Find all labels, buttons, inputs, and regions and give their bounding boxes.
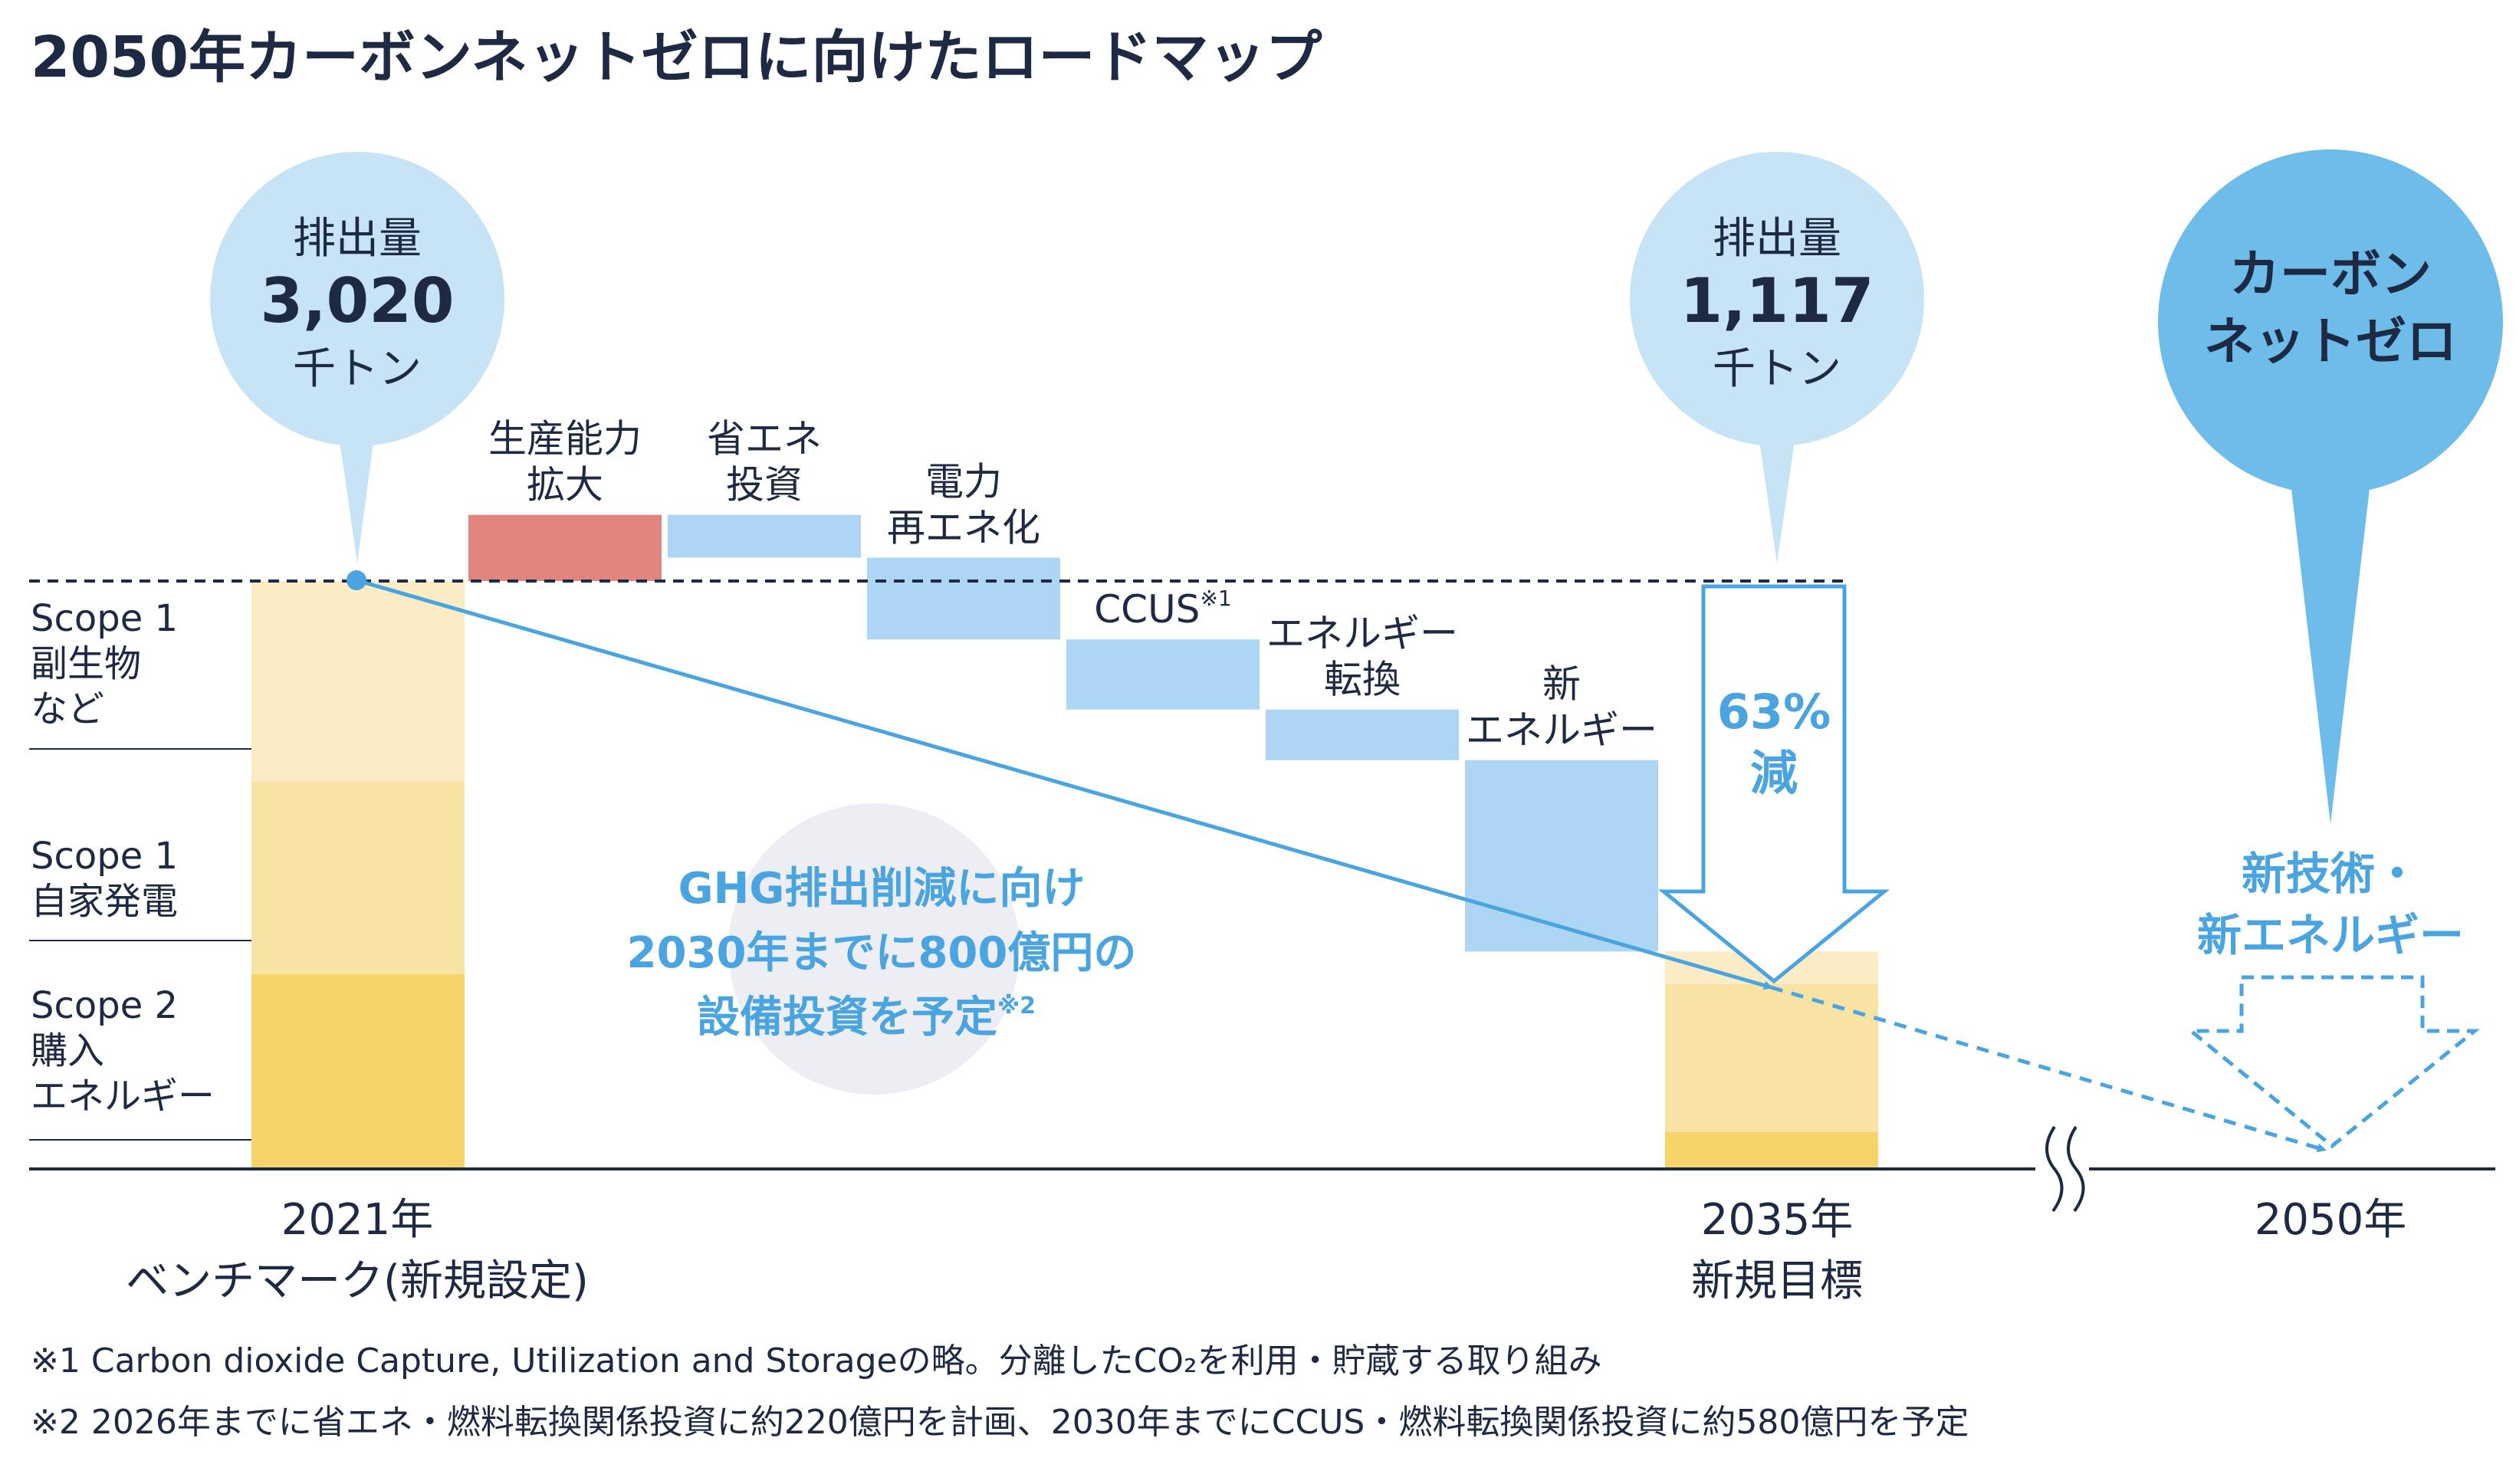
net-zero-line2: ネットゼロ	[2204, 312, 2457, 371]
reduction-label: 減	[1750, 745, 1798, 801]
new-energy-label: 新エネルギー	[2197, 909, 2464, 961]
benchmark-bar-segment	[251, 974, 465, 1169]
benchmark-bar-segment	[251, 581, 465, 782]
x-label-2021: 2021年	[281, 1195, 434, 1245]
step-label: 拡大	[527, 463, 603, 507]
target-2035-bar-segment	[1665, 983, 1878, 1132]
bubble-label: 排出量	[293, 214, 422, 264]
scope-label-byproduct: Scope 1 副生物 など	[31, 597, 189, 731]
waterfall-step-bar	[668, 514, 861, 558]
step-label: 生産能力	[488, 417, 642, 461]
waterfall-step-bar	[867, 557, 1060, 640]
bubble-unit: 千トン	[293, 344, 422, 394]
step-label: CCUS※1	[1094, 586, 1231, 632]
benchmark-bar-segment	[251, 781, 465, 975]
benchmark-point	[347, 570, 366, 590]
emission-bubble-2035	[1630, 152, 1924, 446]
new-technology-label: 新技術・	[2242, 848, 2419, 900]
footnote-1: ※1 Carbon dioxide Capture, Utilization a…	[31, 1341, 1602, 1381]
investment-background-circle	[728, 803, 1020, 1095]
investment-line1: GHG排出削減に向け	[678, 864, 1086, 914]
step-label: エネルギー	[1466, 708, 1657, 753]
reduction-percent: 63%	[1717, 684, 1831, 740]
emission-bubble-2021	[210, 152, 504, 446]
reduction-arrow	[1657, 584, 1890, 984]
waterfall-step-bar	[1465, 760, 1658, 952]
waterfall-step-bar	[468, 514, 662, 581]
net-zero-bubble	[2158, 149, 2503, 494]
x-label-2050: 2050年	[2255, 1195, 2407, 1245]
axis-break-mark	[2067, 1125, 2085, 1213]
scope-label-self-generation: Scope 1 自家発電	[31, 835, 189, 923]
step-label: 再エネ化	[887, 506, 1040, 550]
bubble-value: 1,117	[1680, 265, 1874, 337]
x-label-2035: 2035年	[1701, 1195, 1854, 1245]
trend-line-dashed	[1770, 985, 2327, 1153]
x-label-2021-sub: ベンチマーク(新規設定)	[126, 1256, 589, 1306]
step-label: 投資	[726, 463, 803, 507]
bubble-pointer	[1756, 414, 1798, 563]
target-2035-bar-segment	[1665, 1131, 1878, 1169]
x-label-2035-sub: 新規目標	[1691, 1256, 1863, 1306]
net-zero-dashed-arrow	[2185, 975, 2481, 1149]
investment-line2: 2030年までに800億円の	[627, 928, 1137, 978]
bubble-unit: 千トン	[1713, 344, 1841, 394]
step-label: 電力	[925, 460, 1002, 504]
waterfall-step-bar	[1066, 639, 1260, 710]
net-zero-line1: カーボン	[2229, 245, 2432, 304]
bubble-pointer	[336, 414, 377, 563]
chart-title: 2050年カーボンネットゼロに向けたロードマップ	[31, 25, 1322, 90]
investment-line3: 設備投資を予定※2	[697, 993, 1036, 1042]
bubble-value: 3,020	[260, 265, 454, 337]
step-label: エネルギー	[1266, 612, 1458, 656]
step-label: 省エネ	[707, 417, 822, 461]
step-label: 新	[1542, 662, 1581, 707]
step-label: 転換	[1324, 658, 1401, 702]
footnote-2: ※2 2026年までに省エネ・燃料転換関係投資に約220億円を計画、2030年ま…	[31, 1403, 1969, 1442]
scope-label-purchased-energy: Scope 2 購入 エネルギー	[31, 984, 215, 1118]
axis-break-mark	[2045, 1125, 2064, 1213]
bubble-label: 排出量	[1713, 214, 1841, 264]
waterfall-step-bar	[1266, 709, 1459, 760]
trend-line	[356, 578, 1773, 990]
bubble-pointer	[2284, 429, 2376, 824]
